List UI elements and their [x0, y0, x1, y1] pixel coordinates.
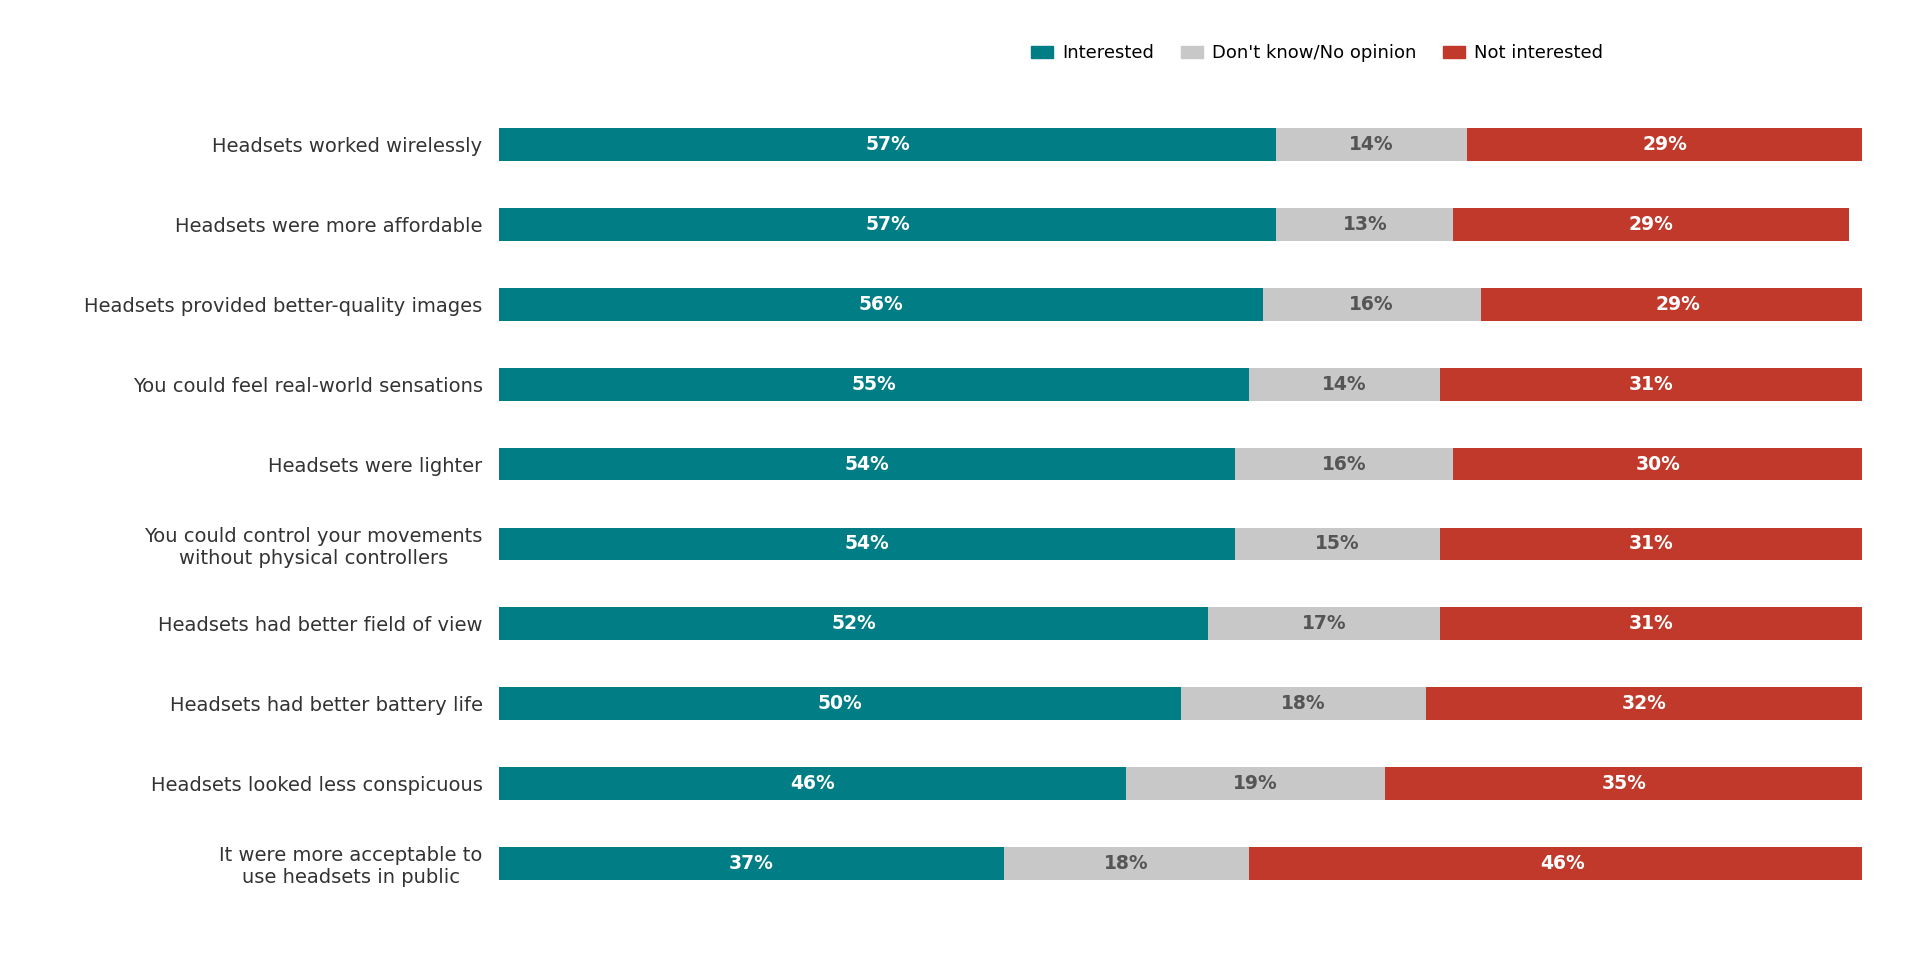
- Bar: [499, 847, 1004, 879]
- Bar: [1248, 847, 1876, 879]
- Text: 19%: 19%: [1233, 774, 1279, 793]
- Text: 16%: 16%: [1323, 454, 1367, 473]
- Bar: [1427, 687, 1862, 720]
- Text: 31%: 31%: [1628, 374, 1674, 394]
- Text: 46%: 46%: [791, 774, 835, 793]
- Text: 29%: 29%: [1642, 135, 1688, 154]
- Bar: [1480, 288, 1876, 321]
- Legend: Interested, Don't know/No opinion, Not interested: Interested, Don't know/No opinion, Not i…: [1023, 37, 1611, 69]
- Bar: [1235, 447, 1453, 480]
- Text: 52%: 52%: [831, 614, 876, 634]
- Text: 54%: 54%: [845, 535, 889, 554]
- Text: 18%: 18%: [1281, 694, 1327, 713]
- Text: 37%: 37%: [730, 854, 774, 873]
- Text: 57%: 57%: [866, 215, 910, 234]
- Text: 54%: 54%: [845, 454, 889, 473]
- Bar: [1181, 687, 1427, 720]
- Bar: [499, 288, 1263, 321]
- Bar: [1248, 368, 1440, 400]
- Text: 29%: 29%: [1655, 295, 1701, 314]
- Text: 13%: 13%: [1342, 215, 1388, 234]
- Text: 31%: 31%: [1628, 614, 1674, 634]
- Text: 14%: 14%: [1323, 374, 1367, 394]
- Bar: [1453, 447, 1862, 480]
- Bar: [499, 528, 1235, 561]
- Bar: [1127, 767, 1386, 800]
- Bar: [1004, 847, 1248, 879]
- Text: 35%: 35%: [1601, 774, 1645, 793]
- Bar: [499, 687, 1181, 720]
- Bar: [1208, 608, 1440, 640]
- Text: 14%: 14%: [1350, 135, 1394, 154]
- Text: 16%: 16%: [1350, 295, 1394, 314]
- Bar: [499, 129, 1277, 161]
- Text: 55%: 55%: [852, 374, 897, 394]
- Text: 29%: 29%: [1628, 215, 1674, 234]
- Text: 56%: 56%: [858, 295, 902, 314]
- Bar: [499, 447, 1235, 480]
- Text: 50%: 50%: [818, 694, 862, 713]
- Text: 32%: 32%: [1622, 694, 1667, 713]
- Text: 57%: 57%: [866, 135, 910, 154]
- Bar: [1277, 129, 1467, 161]
- Bar: [499, 368, 1248, 400]
- Bar: [1277, 208, 1453, 241]
- Bar: [499, 608, 1208, 640]
- Text: 17%: 17%: [1302, 614, 1346, 634]
- Text: 31%: 31%: [1628, 535, 1674, 554]
- Bar: [1440, 528, 1862, 561]
- Text: 15%: 15%: [1315, 535, 1359, 554]
- Bar: [1235, 528, 1440, 561]
- Bar: [499, 767, 1127, 800]
- Bar: [1467, 129, 1862, 161]
- Text: 46%: 46%: [1540, 854, 1584, 873]
- Bar: [1453, 208, 1849, 241]
- Bar: [1263, 288, 1480, 321]
- Bar: [499, 208, 1277, 241]
- Bar: [1384, 767, 1862, 800]
- Bar: [1440, 608, 1862, 640]
- Text: 18%: 18%: [1104, 854, 1148, 873]
- Text: 30%: 30%: [1636, 454, 1680, 473]
- Bar: [1440, 368, 1862, 400]
